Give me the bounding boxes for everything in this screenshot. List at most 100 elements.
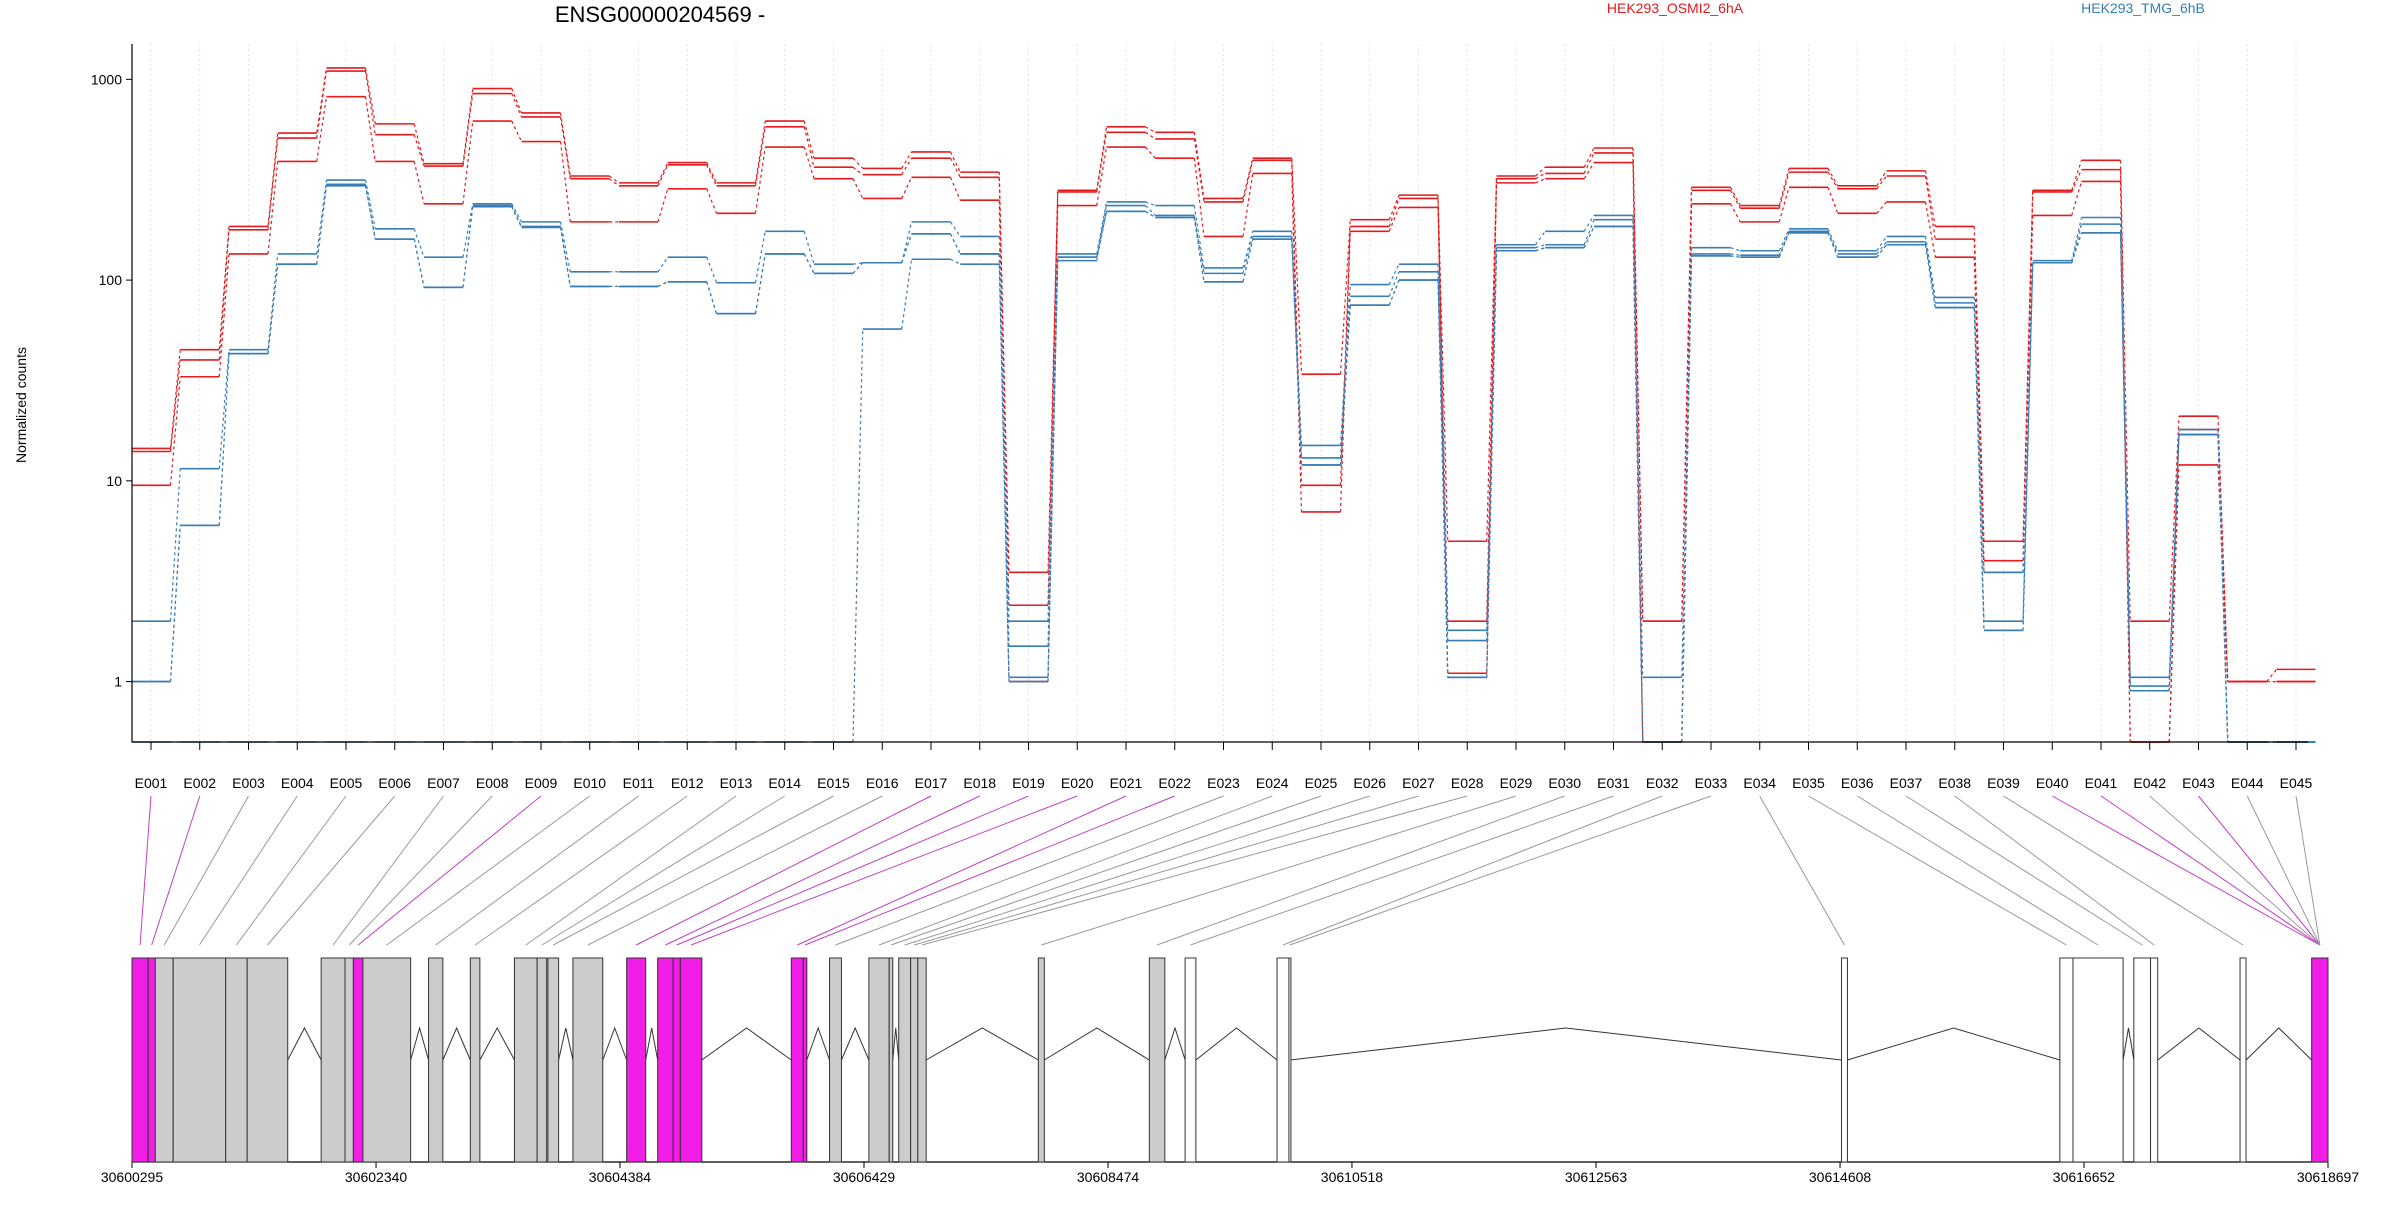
series-1-link-E028 xyxy=(1486,175,1498,542)
series-7-link-E018 xyxy=(998,264,1010,682)
series-3-link-E036 xyxy=(1876,201,1887,214)
series-5-link-E035 xyxy=(1827,231,1839,255)
exon-box-E025 xyxy=(888,957,894,1163)
genome-tick-label-30618697: 30618697 xyxy=(2297,1169,2360,1185)
series-6-link-E020 xyxy=(1096,211,1108,258)
exon-box-E016 xyxy=(572,957,604,1163)
series-4-link-E021 xyxy=(1145,201,1156,207)
series-7-link-E023 xyxy=(1242,238,1254,282)
exon-box-E039 xyxy=(2239,957,2247,1163)
series-5-link-E041 xyxy=(2119,224,2131,687)
series-1-link-E027 xyxy=(1437,195,1449,542)
intron-E010-E011 xyxy=(410,1026,430,1061)
exon-box-E033 xyxy=(1288,957,1292,1163)
x-tick-label-E008: E008 xyxy=(476,775,509,791)
series-7-link-E025 xyxy=(1339,305,1351,465)
intron-E016-E017 xyxy=(602,1026,628,1061)
series-3-link-E012 xyxy=(706,188,718,214)
series-6-link-E009 xyxy=(559,227,571,287)
x-tick-label-E011: E011 xyxy=(623,775,655,791)
x-tick-label-E044: E044 xyxy=(2231,775,2264,791)
x-tick-label-E004: E004 xyxy=(281,775,314,791)
x-tick-label-E003: E003 xyxy=(232,775,265,791)
connector-E033 xyxy=(1289,795,1712,946)
series-5-link-E040 xyxy=(2071,223,2083,263)
connector-E030 xyxy=(1156,795,1565,946)
exon-box-E021 xyxy=(790,957,804,1163)
series-7-link-E021 xyxy=(1145,210,1156,219)
series-2-link-E030 xyxy=(1583,152,1595,174)
series-4-link-E014 xyxy=(803,231,815,265)
series-7-link-E037 xyxy=(1924,244,1936,308)
x-tick-label-E025: E025 xyxy=(1305,775,1338,791)
exon-box-E019 xyxy=(672,957,681,1163)
series-7-link-E030 xyxy=(1583,226,1595,248)
exon-box-E012 xyxy=(469,957,481,1163)
series-3-link-E042 xyxy=(2168,464,2180,743)
intron-E034-E035 xyxy=(1847,1027,2060,1061)
series-2-link-E023 xyxy=(1242,160,1254,203)
series-5-link-E021 xyxy=(1145,205,1156,216)
exon-box-E008 xyxy=(344,957,354,1163)
x-tick-label-E034: E034 xyxy=(1743,775,1776,791)
series-6-link-E016 xyxy=(901,233,913,263)
series-2-link-E035 xyxy=(1827,171,1839,190)
x-tick-label-E015: E015 xyxy=(817,775,850,791)
series-4-link-E042 xyxy=(2168,429,2180,678)
series-2-link-E017 xyxy=(949,157,961,178)
connector-E037 xyxy=(1905,795,2143,946)
series-2-link-E037 xyxy=(1924,175,1936,240)
connector-E010 xyxy=(386,795,591,946)
series-4-link-E008 xyxy=(511,203,523,223)
series-1-link-E001 xyxy=(169,349,181,449)
y-tick-label-1: 1 xyxy=(114,674,122,690)
intron-E039-E040 xyxy=(2245,1027,2312,1061)
series-3-link-E002 xyxy=(218,253,230,377)
connector-E040 xyxy=(2052,795,2321,946)
connector-E042 xyxy=(2149,795,2321,946)
intron-E033-E034 xyxy=(1290,1027,1842,1061)
series-4-link-E036 xyxy=(1876,236,1887,252)
series-2-link-E007 xyxy=(462,93,474,167)
series-6-link-E008 xyxy=(511,206,523,228)
series-1-link-E011 xyxy=(657,162,669,184)
series-3-link-E006 xyxy=(413,161,425,204)
connector-E006 xyxy=(267,795,396,946)
chart-title: ENSG00000204569 - xyxy=(555,2,765,27)
series-7-link-E041 xyxy=(2119,232,2131,691)
connector-E001 xyxy=(139,795,152,946)
y-axis-label: Normalized counts xyxy=(13,347,29,463)
series-6-link-E018 xyxy=(998,253,1010,678)
series-2-link-E034 xyxy=(1778,171,1790,209)
series-5-link-E027 xyxy=(1437,271,1449,641)
series-3-link-E035 xyxy=(1827,187,1839,214)
series-3-link-E016 xyxy=(901,177,913,199)
x-tick-label-E002: E002 xyxy=(183,775,216,791)
intron-E025-E026 xyxy=(892,1027,900,1061)
series-2-link-E015 xyxy=(852,166,864,176)
series-5-link-E023 xyxy=(1242,236,1254,274)
x-tick-label-E024: E024 xyxy=(1256,775,1289,791)
series-2-link-E013 xyxy=(754,126,766,186)
intron-E020-E021 xyxy=(701,1027,792,1061)
connector-E028 xyxy=(921,795,1468,946)
intron-E038-E039 xyxy=(2157,1027,2241,1061)
connector-E014 xyxy=(541,795,786,946)
gridlines xyxy=(150,44,2297,742)
x-tick-label-E018: E018 xyxy=(963,775,996,791)
series-5-link-E030 xyxy=(1583,219,1595,245)
exon-box-E028 xyxy=(917,957,927,1163)
connector-E024 xyxy=(878,795,1273,946)
x-tick-label-E017: E017 xyxy=(915,775,948,791)
exon-box-E026 xyxy=(898,957,912,1163)
series-7-link-E026 xyxy=(1388,279,1400,306)
series-2-link-E029 xyxy=(1535,172,1546,180)
exon-box-E017 xyxy=(626,957,647,1163)
series-1-link-E025 xyxy=(1339,219,1351,375)
connector-E017 xyxy=(635,795,932,946)
series-6-link-E003 xyxy=(267,264,279,354)
series-1-link-E013 xyxy=(754,120,766,183)
connector-E029 xyxy=(1041,795,1517,946)
connector-E026 xyxy=(904,795,1370,946)
series-5-link-E034 xyxy=(1778,231,1790,256)
